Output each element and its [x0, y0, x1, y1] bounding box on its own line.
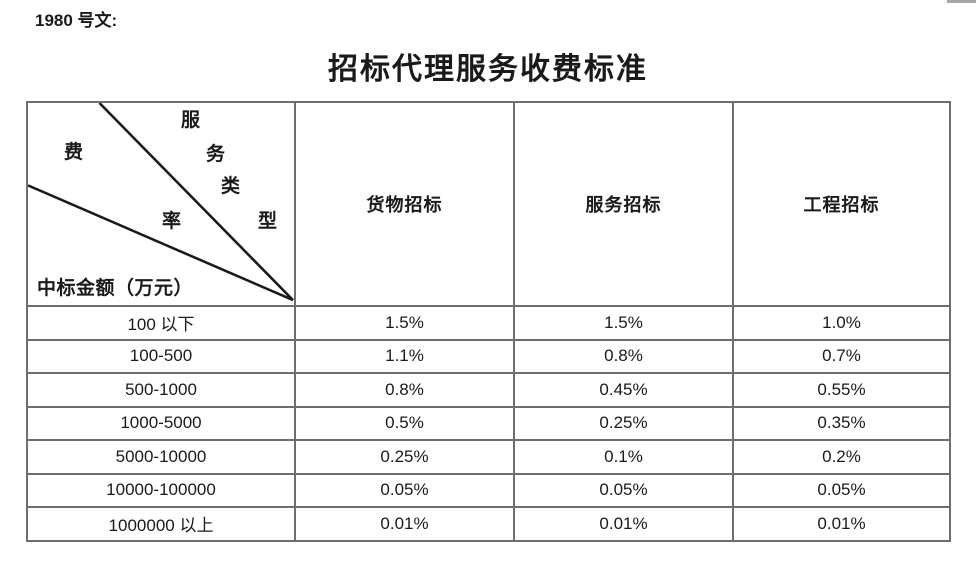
row-amount-range: 10000-100000 [26, 472, 296, 508]
row-amount-range: 5000-10000 [26, 439, 296, 475]
cell-goods-rate: 0.25% [294, 439, 515, 475]
row-amount-range: 100-500 [26, 338, 296, 374]
cell-works-rate: 0.55% [732, 372, 951, 408]
row-amount-range: 1000-5000 [26, 405, 296, 441]
corner-rate-char: 率 [162, 211, 182, 232]
cell-services-rate: 1.5% [513, 305, 734, 341]
page-title: 招标代理服务收费标准 [328, 53, 648, 86]
corner-type-char: 服 [181, 110, 201, 131]
row-amount-range: 1000000 以上 [26, 506, 296, 542]
cell-services-rate: 0.8% [513, 338, 734, 374]
screen-edge-artifact [947, 0, 976, 3]
cell-goods-rate: 1.1% [294, 338, 515, 374]
cell-services-rate: 0.45% [513, 372, 734, 408]
corner-type-char: 类 [221, 176, 241, 197]
cell-goods-rate: 0.01% [294, 506, 515, 542]
diagonal-header-cell: 费 率 服 务 类 型 中标金额（万元） [26, 101, 296, 307]
corner-type-char: 务 [206, 144, 226, 165]
cell-works-rate: 0.7% [732, 338, 951, 374]
cell-works-rate: 0.05% [732, 472, 951, 508]
cell-works-rate: 1.0% [732, 305, 951, 341]
table-row: 100-500 1.1% 0.8% 0.7% [26, 338, 951, 374]
cell-works-rate: 0.01% [732, 506, 951, 542]
table-row: 10000-100000 0.05% 0.05% 0.05% [26, 472, 951, 508]
row-amount-range: 100 以下 [26, 305, 296, 341]
cell-goods-rate: 1.5% [294, 305, 515, 341]
cell-services-rate: 0.25% [513, 405, 734, 441]
table-header-row: 费 率 服 务 类 型 中标金额（万元） 货物招标 服务招标 工程招标 [26, 101, 951, 307]
table-row: 5000-10000 0.25% 0.1% 0.2% [26, 439, 951, 475]
table-row: 500-1000 0.8% 0.45% 0.55% [26, 372, 951, 408]
table-row: 1000000 以上 0.01% 0.01% 0.01% [26, 506, 951, 542]
diagonal-lines-graphic [28, 103, 294, 302]
column-header-works: 工程招标 [732, 101, 951, 307]
fee-table: 费 率 服 务 类 型 中标金额（万元） 货物招标 服务招标 工程招标 100 … [26, 101, 951, 542]
corner-type-char: 型 [258, 211, 278, 232]
cell-goods-rate: 0.5% [294, 405, 515, 441]
corner-amount-label: 中标金额（万元） [37, 278, 194, 299]
cell-services-rate: 0.05% [513, 472, 734, 508]
cell-works-rate: 0.35% [732, 405, 951, 441]
table-row: 100 以下 1.5% 1.5% 1.0% [26, 305, 951, 341]
doc-reference: 1980 号文: [35, 11, 118, 30]
corner-rate-char: 费 [64, 142, 84, 163]
row-amount-range: 500-1000 [26, 372, 296, 408]
column-header-goods: 货物招标 [294, 101, 515, 307]
cell-services-rate: 0.01% [513, 506, 734, 542]
cell-services-rate: 0.1% [513, 439, 734, 475]
cell-works-rate: 0.2% [732, 439, 951, 475]
table-row: 1000-5000 0.5% 0.25% 0.35% [26, 405, 951, 441]
column-header-services: 服务招标 [513, 101, 734, 307]
cell-goods-rate: 0.05% [294, 472, 515, 508]
cell-goods-rate: 0.8% [294, 372, 515, 408]
